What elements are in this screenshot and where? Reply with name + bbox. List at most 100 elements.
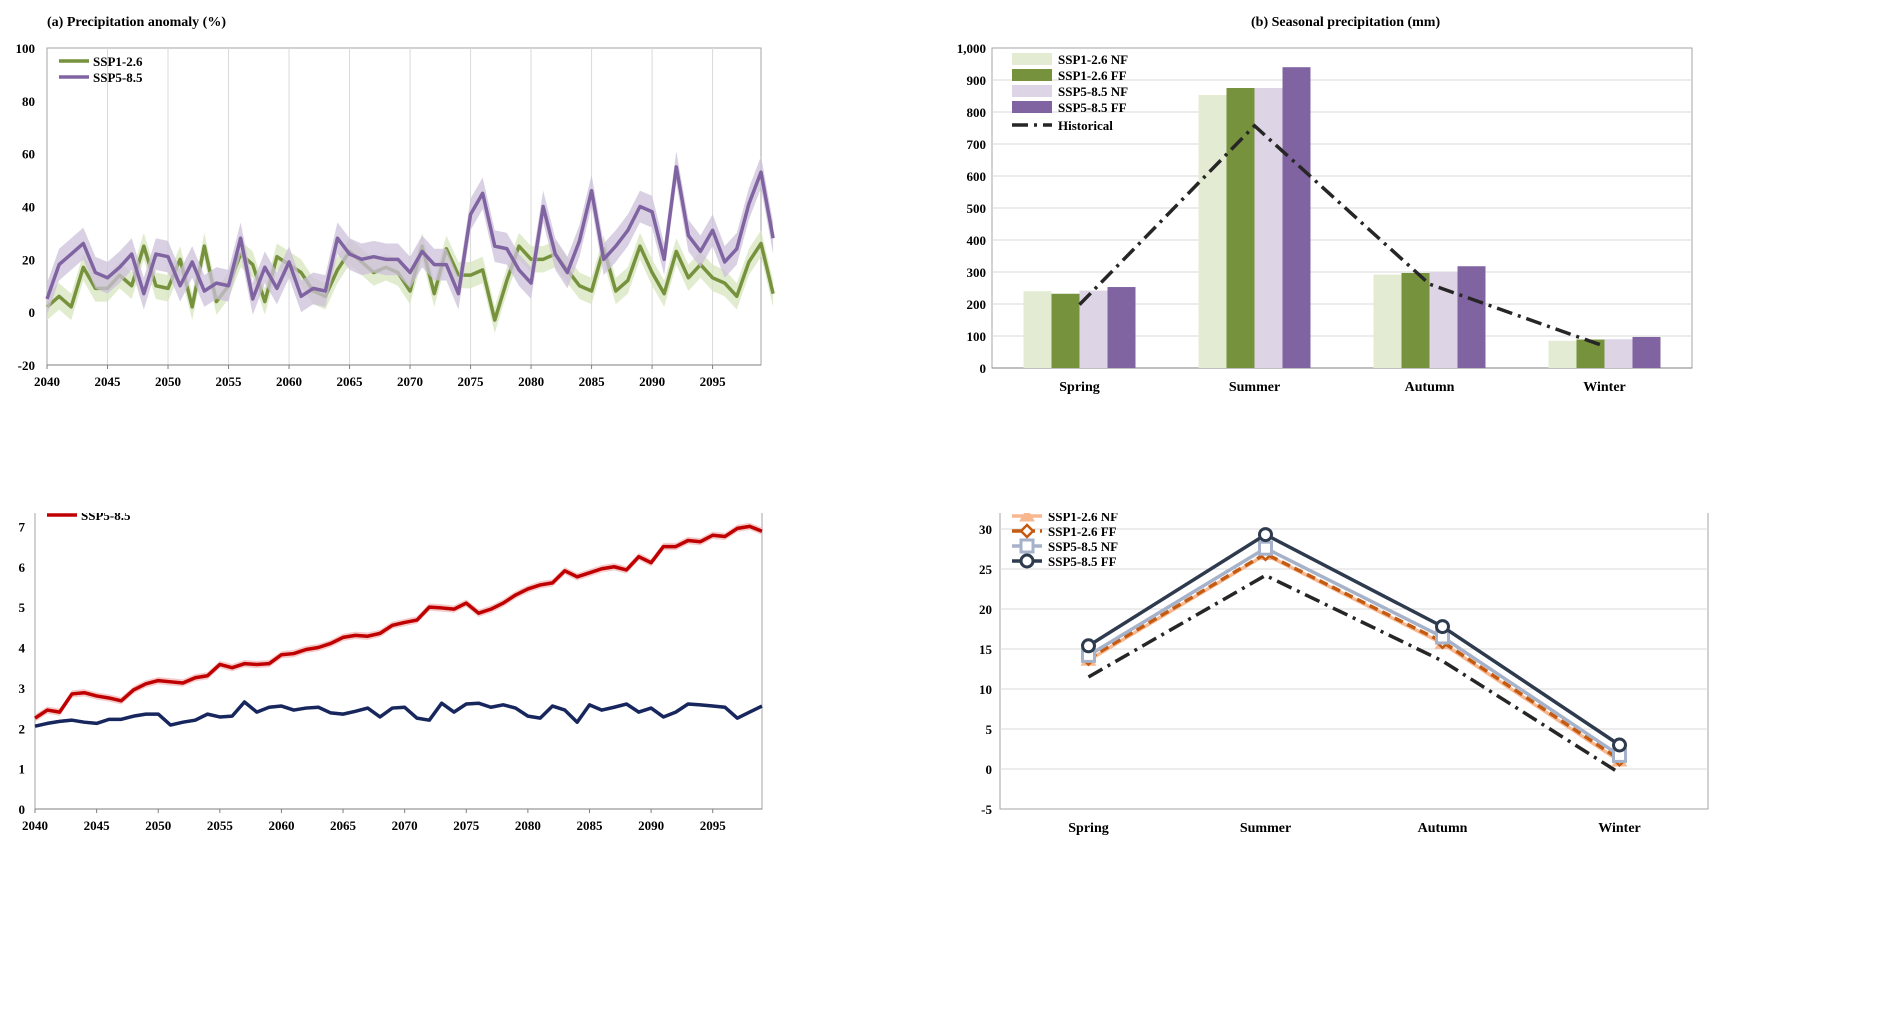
- y-tick-label: 200: [967, 297, 987, 312]
- y-tick-label: -20: [18, 358, 35, 373]
- legend-label: SSP1-2.6 FF: [1058, 68, 1127, 83]
- y-tick-label: 0: [29, 305, 36, 320]
- x-tick-label: 2090: [638, 818, 664, 833]
- x-tick-label: 2050: [145, 818, 171, 833]
- bar: [1429, 272, 1458, 368]
- y-tick-label: 80: [22, 94, 35, 109]
- x-tick-label: Winter: [1598, 821, 1641, 836]
- plot-area: [34, 513, 763, 813]
- y-tick-label: 5: [986, 722, 993, 737]
- bar: [1079, 290, 1108, 368]
- y-tick-label: 20: [22, 252, 35, 267]
- series-line: [1087, 551, 1621, 761]
- plot-area: [991, 47, 1693, 369]
- x-tick-label: 2080: [518, 374, 544, 389]
- y-tick-label: 20: [979, 602, 992, 617]
- y-tick-label: 3: [19, 681, 26, 696]
- seasonal-mean-temperature-chart: (d) Seasonal mean temperature (°C)-50510…: [979, 513, 1709, 836]
- series-ssp1-2-6-nf: [1023, 95, 1577, 368]
- series-ssp5-8-5-ff: [1081, 527, 1627, 753]
- x-tick-label: Autumn: [1418, 821, 1468, 836]
- series-ssp1-2-6-ff: [1051, 88, 1605, 368]
- y-tick-label: 300: [967, 265, 987, 280]
- series-ssp5-8-5-ff: [1107, 67, 1661, 368]
- y-tick-label: 100: [967, 329, 987, 344]
- y-tick-label: 2: [19, 721, 26, 736]
- series-line: [1087, 532, 1621, 747]
- bar: [1632, 336, 1661, 368]
- data-point: [1435, 619, 1450, 635]
- legend-item-ssp5-8-5-ff: SSP5-8.5 FF: [1012, 100, 1127, 115]
- legend-item-ssp5-8-5-ff: SSP5-8.5 FF: [1012, 553, 1117, 569]
- data-point: [1612, 737, 1627, 753]
- y-tick-label: -5: [981, 802, 992, 817]
- y-tick-label: 1: [19, 762, 26, 777]
- chart-title: (a) Precipitation anomaly (%): [47, 15, 226, 30]
- series-ssp5-8-5-nf: [1081, 540, 1627, 763]
- y-tick-label: 40: [22, 200, 35, 215]
- x-tick-label: 2045: [95, 374, 122, 389]
- y-tick-label: 100: [16, 41, 36, 56]
- series-line: [1087, 546, 1621, 757]
- x-tick-label: Spring: [1068, 821, 1108, 836]
- bar: [1107, 287, 1136, 368]
- x-tick-label: Winter: [1583, 380, 1626, 395]
- data-point: [1081, 638, 1096, 654]
- bar: [1604, 339, 1633, 368]
- series-ssp5-8-5-nf: [1079, 88, 1633, 368]
- legend-item-ssp5-8-5-nf: SSP5-8.5 NF: [1012, 84, 1128, 99]
- series-line: [1087, 573, 1621, 775]
- bar: [1254, 88, 1283, 368]
- legend-swatch: [1012, 69, 1052, 81]
- x-tick-label: 2095: [700, 818, 727, 833]
- y-tick-label: 0: [19, 802, 26, 817]
- series-line: [45, 165, 775, 301]
- x-tick-label: 2075: [458, 374, 485, 389]
- legend-label: Historical: [1058, 118, 1113, 133]
- data-point: [1019, 538, 1035, 554]
- legend-swatch: [1012, 101, 1052, 113]
- series-line: [34, 700, 763, 728]
- y-tick-label: 400: [967, 233, 987, 248]
- x-tick-label: 2050: [155, 374, 181, 389]
- legend-item-ssp5-8-5: SSP5-8.5: [47, 513, 131, 523]
- data-point: [1019, 523, 1035, 539]
- y-tick-label: 0: [986, 762, 993, 777]
- legend-label: SSP1-2.6 NF: [1058, 52, 1128, 67]
- plot-area: [999, 513, 1709, 810]
- bar: [1226, 88, 1255, 368]
- x-tick-label: Spring: [1059, 380, 1099, 395]
- bar: [1198, 95, 1227, 368]
- x-tick-label: 2070: [392, 818, 418, 833]
- x-tick-label: 2085: [576, 818, 603, 833]
- x-tick-label: 2065: [337, 374, 364, 389]
- y-tick-label: 600: [967, 169, 987, 184]
- y-tick-label: 6: [19, 560, 26, 575]
- x-tick-label: 2085: [579, 374, 606, 389]
- legend-item-ssp1-2-6-ff: SSP1-2.6 FF: [1012, 68, 1127, 83]
- x-tick-label: 2040: [34, 374, 60, 389]
- series-ssp1-2-6: [34, 700, 763, 728]
- y-tick-label: 0: [980, 361, 987, 376]
- x-tick-label: 2055: [207, 818, 234, 833]
- x-tick-label: 2080: [515, 818, 541, 833]
- x-tick-label: 2075: [453, 818, 480, 833]
- legend-label: SSP5-8.5 FF: [1058, 100, 1127, 115]
- series-ssp5-8-5: [45, 151, 775, 315]
- series-line: [45, 241, 775, 322]
- bar: [1051, 293, 1080, 368]
- legend-label: SSP5-8.5: [81, 513, 131, 523]
- legend-item-ssp5-8-5-nf: SSP5-8.5 NF: [1012, 538, 1118, 554]
- x-tick-label: Autumn: [1405, 380, 1455, 395]
- x-tick-label: 2095: [700, 374, 727, 389]
- x-tick-label: 2060: [276, 374, 302, 389]
- legend-item-ssp1-2-6-ff: SSP1-2.6 FF: [1012, 523, 1117, 539]
- legend-item-historical: Historical: [1012, 118, 1113, 133]
- y-tick-label: 1,000: [957, 41, 986, 56]
- seasonal-precipitation-panel: (b) Seasonal precipitation (mm) 0 100 200 30…: [946, 0, 1893, 513]
- legend-label: SSP1-2.6 NF: [1048, 513, 1118, 524]
- y-tick-label: 30: [979, 522, 992, 537]
- bar: [1373, 274, 1402, 368]
